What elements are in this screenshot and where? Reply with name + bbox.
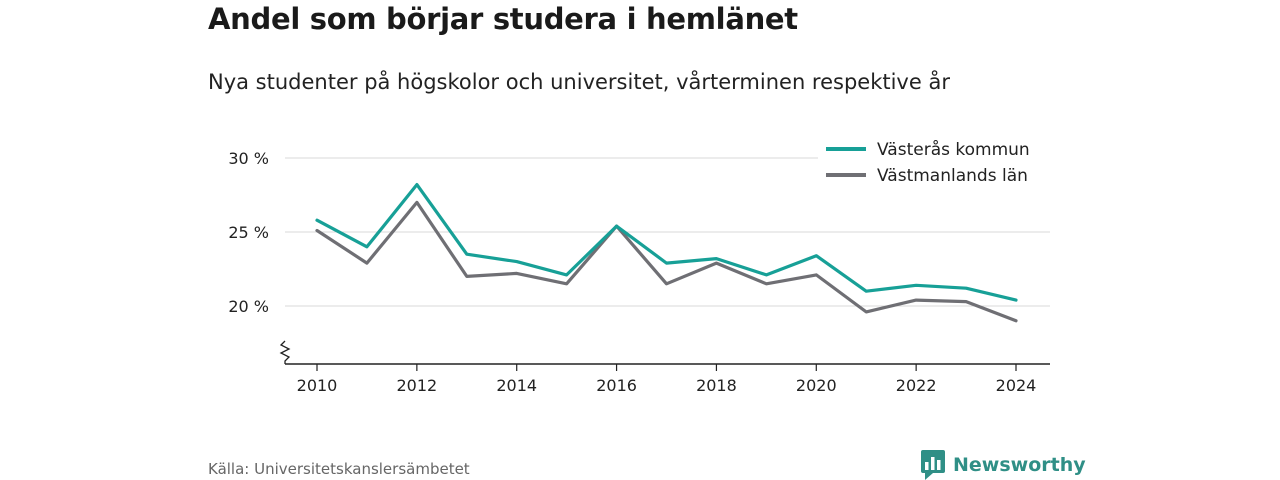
brand-logo: Newsworthy xyxy=(921,450,1086,480)
x-tick-label: 2018 xyxy=(696,376,737,395)
y-axis-break xyxy=(279,340,291,364)
x-tick-label: 2012 xyxy=(396,376,437,395)
x-tick-label: 2014 xyxy=(496,376,537,395)
x-tick-label: 2020 xyxy=(796,376,837,395)
y-axis-ticks: 20 % 25 % 30 % xyxy=(228,149,269,316)
x-axis-ticks: 2010 2012 2014 2016 2018 2020 2022 2024 xyxy=(297,364,1037,395)
bar-chart-speech-icon xyxy=(921,450,945,480)
source-note: Källa: Universitetskanslersämbetet xyxy=(208,460,470,478)
series-line xyxy=(315,183,1018,302)
chart-title: Andel som börjar studera i hemlänet xyxy=(208,2,798,36)
chart-subtitle: Nya studenter på högskolor och universit… xyxy=(208,70,950,94)
legend: Västerås kommun Västmanlands län xyxy=(818,133,1050,189)
x-tick-label: 2024 xyxy=(996,376,1037,395)
series-line xyxy=(315,200,1018,323)
y-tick-label: 30 % xyxy=(228,149,269,168)
legend-label: Västmanlands län xyxy=(877,166,1028,186)
x-tick-label: 2010 xyxy=(297,376,338,395)
x-tick-label: 2016 xyxy=(596,376,637,395)
x-tick-label: 2022 xyxy=(896,376,937,395)
series-lines xyxy=(315,183,1018,323)
brand-name: Newsworthy xyxy=(953,454,1086,476)
y-tick-label: 20 % xyxy=(228,297,269,316)
legend-background xyxy=(818,133,1050,189)
y-tick-label: 25 % xyxy=(228,223,269,242)
legend-label: Västerås kommun xyxy=(877,139,1030,160)
x-axis xyxy=(279,340,1050,365)
